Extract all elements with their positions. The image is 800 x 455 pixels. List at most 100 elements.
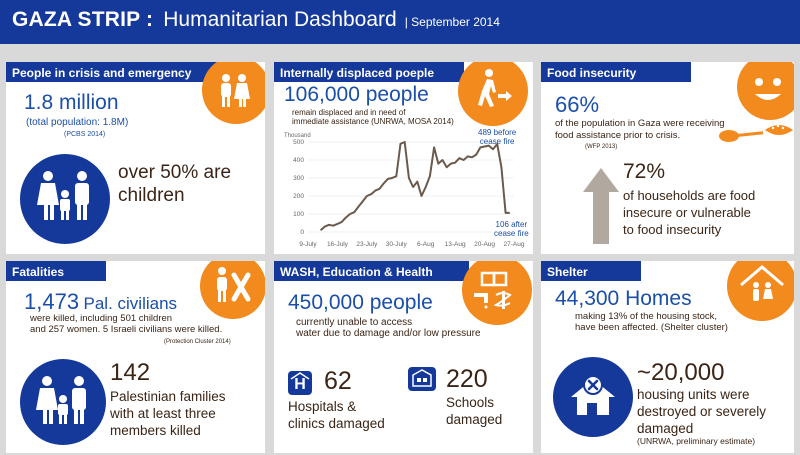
- house-family-icon-badge: [727, 261, 794, 321]
- header-bar: GAZA STRIP : Humanitarian Dashboard | Se…: [0, 0, 800, 44]
- family-icon-badge: [202, 62, 265, 124]
- x-tick-label: 20-Aug: [474, 241, 495, 248]
- school-number: 220: [446, 365, 488, 393]
- header-title: Humanitarian Dashboard: [163, 8, 397, 31]
- idp-series-line: [319, 141, 510, 231]
- header-region: GAZA STRIP :: [12, 8, 154, 31]
- smiley-face-icon: [755, 78, 781, 100]
- hospital-icon: H: [288, 371, 312, 395]
- fatal-big-number: 1,473: [24, 289, 80, 314]
- fatal-source: (Protection Cluster 2014): [164, 339, 231, 345]
- crisis-source: (PCBS 2014): [64, 131, 106, 138]
- hospital-label-line2: clinics damaged: [288, 415, 385, 431]
- children-icon-badge: [20, 154, 110, 244]
- y-tick-label: 500: [293, 139, 304, 146]
- food-sub2-line3: to food insecurity: [623, 221, 722, 237]
- panel-fatalities: Fatalities 1,473 Pal. civilians were kil…: [6, 261, 265, 453]
- destroyed-house-icon: [571, 375, 615, 415]
- panel-wash-title: WASH, Education & Health: [274, 261, 469, 281]
- panel-idp: Internally displaced poeple 106,000 peop…: [274, 62, 533, 254]
- crisis-children-text: over 50% are children: [118, 162, 232, 206]
- hospital-label-line1: Hospitals &: [288, 399, 357, 414]
- food-big-number: 66%: [555, 92, 600, 117]
- fatal-sub2-line2: with at least three: [110, 405, 216, 421]
- crisis-sub: (total population: 1.8M): [26, 117, 129, 128]
- x-tick-label: 6-Aug: [417, 241, 435, 248]
- food-big2-number: 72%: [623, 160, 666, 183]
- school-label-line1: Schools: [446, 395, 495, 410]
- x-tick-label: 16-July: [327, 241, 349, 248]
- y-tick-label: 100: [293, 211, 304, 218]
- shelter-big-number: 44,300 Homes: [555, 287, 692, 310]
- family-blue-icon-badge: [20, 359, 106, 445]
- y-tick-label: 200: [293, 193, 304, 200]
- panel-fatalities-title: Fatalities: [6, 261, 106, 281]
- header-date: | September 2014: [404, 15, 500, 29]
- wash-sub1: currently unable to access: [296, 317, 413, 328]
- annot-before-line1: 489 before: [478, 128, 517, 137]
- hospital-number: 62: [324, 367, 352, 395]
- wash-sub2: water due to damage and/or low pressure: [296, 328, 481, 339]
- person-x-icon-badge: [200, 261, 265, 319]
- y-tick-label: 400: [293, 157, 304, 164]
- panel-food-title: Food insecurity: [541, 62, 691, 82]
- family-icon: [221, 74, 250, 107]
- crisis-big-number: 1.8 million: [24, 91, 119, 114]
- annot-before-line2: cease fire: [479, 137, 515, 147]
- walking-person-icon-badge: [458, 62, 528, 126]
- shelter-big2-number: ~20,000: [637, 359, 725, 386]
- up-arrow-icon: [583, 168, 619, 244]
- panel-idp-title: Internally displaced poeple: [274, 62, 464, 82]
- destroyed-house-icon-badge: [553, 357, 633, 437]
- x-tick-label: 27-Aug: [504, 241, 525, 248]
- annot-after-line2: cease fire: [494, 229, 529, 239]
- hospital-label: Hospitals & clinics damaged: [288, 399, 385, 433]
- book-tap-health-icon: [474, 271, 512, 309]
- face-icon-badge: [737, 62, 794, 120]
- idp-big-number: 106,000 people: [284, 83, 429, 106]
- fatal-headline: 1,473 Pal. civilians: [24, 289, 177, 314]
- food-source: (WFP 2013): [585, 144, 618, 150]
- x-tick-label: 13-Aug: [445, 241, 466, 248]
- idp-sub2: immediate assistance (UNRWA, MOSA 2014): [292, 117, 454, 126]
- food-sub2-line1: of households are food: [623, 188, 756, 203]
- fatal-sub2: and 257 women. 5 Israeli civilians were …: [30, 324, 223, 335]
- shelter-sub2-line1: housing units were: [637, 387, 750, 402]
- y-tick-label: 300: [293, 175, 304, 182]
- wash-icon-badge: [462, 261, 532, 325]
- panel-crisis-title: People in crisis and emergency: [6, 62, 221, 82]
- shelter-sub1: making 13% of the housing stock,: [575, 311, 718, 322]
- fatal-sub1: were killed, including 501 children: [30, 313, 173, 324]
- fatal-sub2-line1: Palestinian families: [110, 389, 226, 404]
- annot-after-line1: 106 after: [495, 220, 528, 229]
- fatal-big2-number: 142: [110, 359, 151, 386]
- food-sub2: of households are food insecure or vulne…: [623, 188, 755, 239]
- food-sub: of the population in Gaza were receiving…: [555, 118, 725, 142]
- wash-big-number: 450,000 people: [288, 291, 433, 314]
- spoon-bowl-icon: [719, 124, 793, 142]
- fatal-big-unit: Pal. civilians: [83, 294, 178, 313]
- x-tick-label: 9-July: [299, 241, 317, 248]
- panel-shelter-title: Shelter: [541, 261, 641, 281]
- panel-crisis: People in crisis and emergency 1.8 milli…: [6, 62, 265, 254]
- svg-text:H: H: [294, 376, 306, 393]
- person-cross-icon: [217, 267, 251, 302]
- shelter-source: (UNRWA, preliminary estimate): [637, 436, 756, 446]
- food-sub2-line2: insecure or vulnerable: [623, 204, 751, 220]
- annot-after: 106 after cease fire: [494, 220, 529, 238]
- chart-unit-label: Thousand: [284, 133, 311, 139]
- walking-person-icon: [478, 69, 512, 107]
- idp-sub1: remain displaced and in need of: [292, 108, 406, 117]
- fatal-sub2: Palestinian families with at least three…: [110, 389, 226, 440]
- y-tick-label: 0: [300, 229, 304, 236]
- house-family-icon: [740, 265, 784, 301]
- panel-shelter: Shelter 44,300 Homes making 13% of the h…: [541, 261, 794, 453]
- children-family-icon: [37, 171, 89, 220]
- family-icon: [36, 376, 86, 424]
- shelter-sub2-line3: damaged: [637, 420, 694, 436]
- school-icon: [408, 367, 436, 391]
- school-label-line2: damaged: [446, 411, 503, 427]
- panel-food: Food insecurity 66% of the population in…: [541, 62, 794, 254]
- x-tick-label: 23-July: [356, 241, 378, 248]
